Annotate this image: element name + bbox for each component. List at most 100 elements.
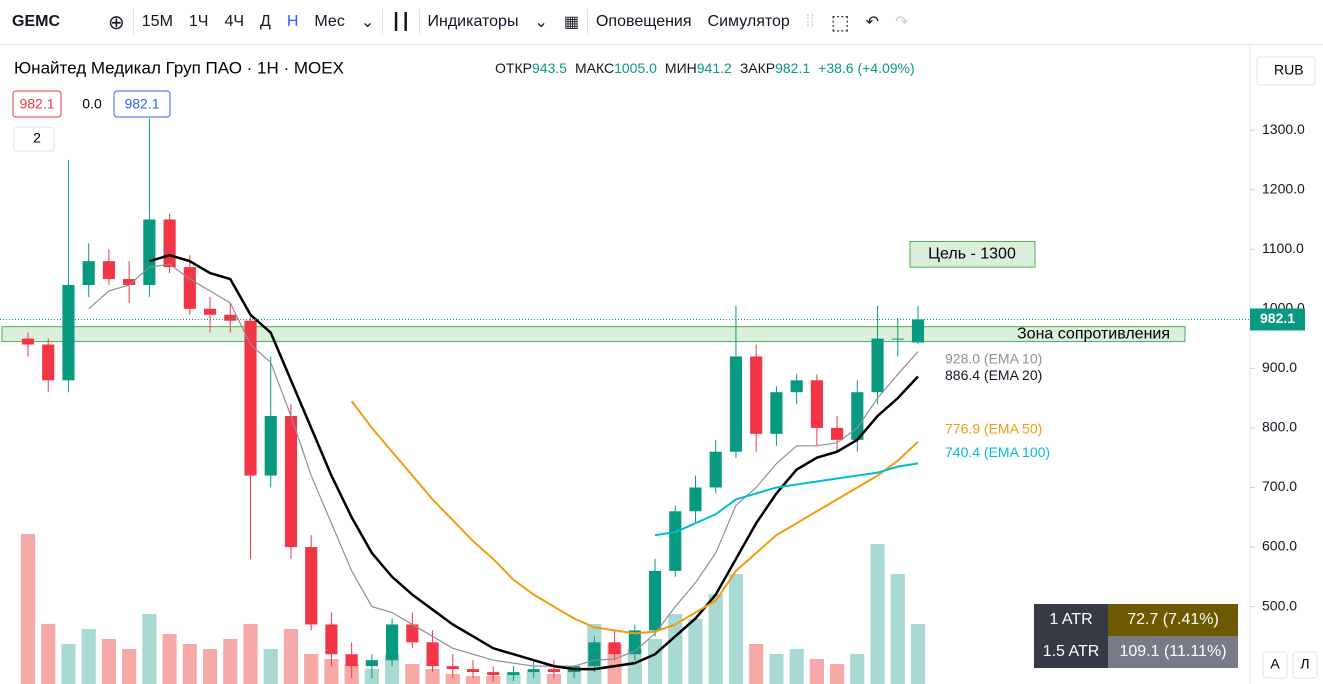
ema-label: 740.4 (EMA 100) xyxy=(945,444,1050,460)
change: +38.6 (+4.09%) xyxy=(818,60,915,76)
layouts[interactable]: ▦ xyxy=(563,14,579,31)
candle-body xyxy=(588,642,601,667)
volume-bar xyxy=(465,676,481,684)
ema-label: 776.9 (EMA 50) xyxy=(945,420,1042,436)
candle-body xyxy=(62,284,75,381)
y-tick-label: 600.0 xyxy=(1262,538,1297,554)
atr-value: 72.7 (7.41%) xyxy=(1127,611,1219,628)
atr-cell xyxy=(1108,636,1238,668)
resistance-zone xyxy=(1,326,1186,343)
auto-label: A xyxy=(1270,656,1280,672)
bid-box[interactable] xyxy=(12,90,62,118)
drag: ⁞⁞ xyxy=(805,13,815,30)
candle-body xyxy=(608,642,621,655)
label: ОТКР xyxy=(495,60,532,76)
chart-type[interactable]: ┃┃ xyxy=(391,14,411,31)
candle-body xyxy=(203,308,217,315)
volume-bar xyxy=(20,534,36,684)
atr-cell xyxy=(1034,636,1108,668)
volume-bar xyxy=(243,624,258,684)
currency-box[interactable] xyxy=(1256,56,1316,86)
target-box xyxy=(909,241,1036,268)
candle-body xyxy=(891,338,904,340)
y-tick-label: 900.0 xyxy=(1262,359,1297,375)
redo[interactable]: ↷ xyxy=(895,14,909,31)
candle-body xyxy=(163,219,176,268)
candle-body xyxy=(507,672,520,676)
last-price: 982.1 xyxy=(1260,310,1295,326)
value: 941.2 xyxy=(697,60,732,76)
collapse[interactable] xyxy=(13,126,55,152)
candle-body xyxy=(648,570,662,631)
value: 1005.0 xyxy=(614,60,657,76)
y-tick-label: 500.0 xyxy=(1262,597,1297,613)
target-label: Цель - 1300 xyxy=(928,246,1016,263)
add-symbol[interactable]: ⊕ xyxy=(108,11,125,34)
candle-body xyxy=(831,427,844,440)
volume-bar xyxy=(324,659,339,684)
candle-body xyxy=(466,669,480,673)
interval[interactable]: 4Ч xyxy=(224,13,245,30)
ema-label: 928.0 (EMA 10) xyxy=(945,350,1042,366)
candle-body xyxy=(224,314,237,321)
volume-bar xyxy=(263,649,278,684)
ema-line xyxy=(149,253,919,671)
interval[interactable]: Д xyxy=(260,13,271,30)
candle-body xyxy=(386,624,399,661)
volume-bar xyxy=(749,644,764,684)
volume-bar xyxy=(647,639,663,684)
dropdown[interactable]: ⌄ xyxy=(360,14,375,31)
volume-bar xyxy=(223,639,238,684)
simulator[interactable]: Симулятор xyxy=(707,13,790,30)
interval[interactable]: Н xyxy=(286,13,299,30)
volume-bar xyxy=(405,664,420,684)
separator xyxy=(382,9,384,35)
ask-box[interactable] xyxy=(113,90,171,118)
value: 943.5 xyxy=(532,60,567,76)
legend-title: Юнайтед Медикал Груп ПАО · 1Н · MOEX xyxy=(14,58,344,77)
toolbar: GEMC ⊕ 15М 1Ч 4Ч Д Н Мес ⌄ ┃┃ Индикаторы… xyxy=(0,0,1323,45)
auto-scale[interactable] xyxy=(1262,651,1288,679)
interval[interactable]: 15М xyxy=(141,13,173,30)
alerts[interactable]: Оповещения xyxy=(595,13,692,30)
log-scale[interactable] xyxy=(1292,651,1318,679)
volume-bar xyxy=(304,654,319,684)
volume-bar xyxy=(789,649,804,684)
separator xyxy=(418,9,420,35)
indicators[interactable]: Индикаторы xyxy=(427,13,519,30)
ema-label: 886.4 (EMA 20) xyxy=(945,367,1042,383)
fullscreen[interactable]: ⬚ xyxy=(830,11,850,34)
volume-bar xyxy=(728,574,744,684)
ohlc: ОТКР943.5 МАКС1005.0 МИН941.2 ЗАКР982.1 +38.… xyxy=(495,60,915,76)
undo[interactable]: ↶ xyxy=(865,14,879,31)
ema-line xyxy=(350,400,919,635)
collapse-count: 2 xyxy=(33,130,41,146)
candle-body xyxy=(446,666,459,670)
candle-body xyxy=(102,261,115,280)
volume-bar xyxy=(162,634,177,684)
candle-body xyxy=(709,451,722,488)
candle-body xyxy=(750,356,763,434)
interval[interactable]: Мес xyxy=(314,13,345,30)
candle-body xyxy=(325,624,338,655)
interval[interactable]: 1Ч xyxy=(188,13,209,30)
volume-bar xyxy=(445,674,460,684)
volume-bar xyxy=(202,649,218,684)
volume-bar xyxy=(546,674,561,684)
candle-body xyxy=(305,547,318,625)
ema-line xyxy=(654,462,919,537)
candle-body xyxy=(244,320,257,476)
candle-body xyxy=(527,669,540,673)
candle-body xyxy=(264,416,277,476)
candle-body xyxy=(487,672,500,676)
y-tick-label: 800.0 xyxy=(1262,419,1297,435)
volume-bar xyxy=(850,654,865,684)
candle-body xyxy=(365,660,378,667)
candle-body xyxy=(547,669,560,673)
candle-body xyxy=(123,279,136,285)
volume-bar xyxy=(830,664,845,684)
volume-bar xyxy=(688,619,703,684)
dropdown[interactable]: ⌄ xyxy=(534,14,548,31)
symbol[interactable]: GEMC xyxy=(12,13,60,30)
